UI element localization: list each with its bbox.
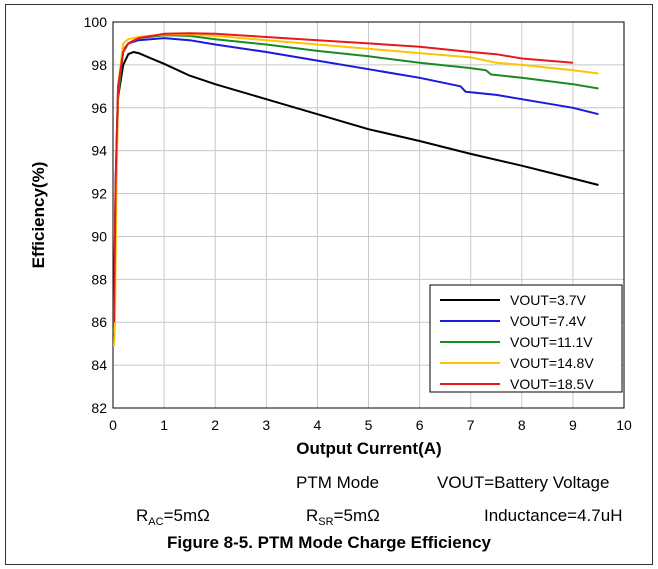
y-tick-label: 88 (91, 271, 107, 287)
inductance-annotation: Inductance=4.7uH (484, 506, 623, 525)
y-tick-label: 84 (91, 357, 107, 373)
plot-border (112, 21, 625, 409)
efficiency-chart: 0 1 2 3 4 5 6 7 8 9 10 82 84 86 88 90 92 94 96 98 100 Outpu… (29, 14, 632, 458)
series-line-4 (113, 32, 573, 323)
rsr-subscript: SR (318, 516, 334, 528)
y-tick-label: 98 (91, 57, 107, 73)
x-tick-label: 1 (160, 417, 168, 433)
series-line-0 (113, 51, 599, 344)
y-tick-label: 94 (91, 143, 107, 159)
x-tick-label: 9 (569, 417, 577, 433)
x-tick-label: 5 (365, 417, 373, 433)
x-tick-label: 3 (262, 417, 270, 433)
legend-label: VOUT=18.5V (510, 376, 594, 392)
y-tick-label: 82 (91, 400, 107, 416)
x-tick-labels: 0 1 2 3 4 5 6 7 8 9 10 (109, 417, 632, 433)
legend-label: VOUT=3.7V (510, 292, 587, 308)
x-tick-label: 0 (109, 417, 117, 433)
rac-subscript: AC (148, 516, 164, 528)
vout-annotation: VOUT=Battery Voltage (437, 473, 610, 492)
rsr-prefix: R (306, 506, 319, 525)
x-tick-label: 10 (616, 417, 632, 433)
legend-box (429, 284, 623, 393)
y-tick-label: 96 (91, 100, 107, 116)
figure-caption: Figure 8-5. PTM Mode Charge Efficiency (166, 533, 491, 552)
y-tick-labels: 82 84 86 88 90 92 94 96 98 100 (84, 14, 108, 416)
x-tick-label: 2 (211, 417, 219, 433)
y-axis-label: Efficiency(%) (29, 162, 48, 269)
rac-suffix: =5mΩ (163, 506, 210, 525)
y-tick-label: 92 (91, 186, 107, 202)
legend-label: VOUT=11.1V (510, 334, 593, 350)
series-lines (113, 32, 599, 346)
rsr-suffix: =5mΩ (333, 506, 380, 525)
x-tick-label: 4 (314, 417, 322, 433)
mode-annotation: PTM Mode (296, 473, 380, 492)
rac-annotation: RAC=5mΩ (136, 506, 210, 528)
legend: VOUT=3.7V VOUT=7.4V VOUT=11.1V VOUT=14.8V VO… (429, 284, 623, 393)
x-tick-label: 8 (518, 417, 526, 433)
legend-label: VOUT=14.8V (510, 355, 594, 371)
x-tick-label: 7 (467, 417, 475, 433)
figure-frame (5, 4, 653, 565)
y-tick-label: 90 (91, 228, 107, 244)
y-tick-label: 86 (91, 314, 107, 330)
x-axis-label: Output Current(A) (296, 439, 441, 458)
rac-prefix: R (136, 506, 149, 525)
rsr-annotation: RSR=5mΩ (306, 506, 380, 528)
x-tick-label: 6 (416, 417, 424, 433)
y-tick-label: 100 (84, 14, 108, 30)
legend-label: VOUT=7.4V (510, 313, 587, 329)
